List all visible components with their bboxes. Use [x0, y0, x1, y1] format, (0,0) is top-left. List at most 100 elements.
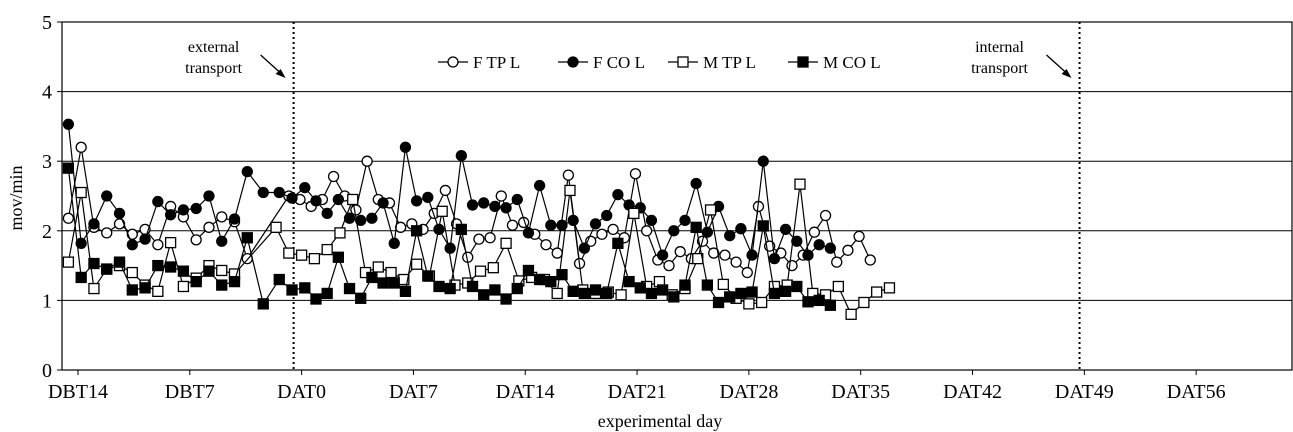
x-tick-label: DAT35	[831, 381, 890, 403]
data-point	[308, 252, 321, 265]
data-point	[75, 271, 87, 284]
data-point	[455, 149, 468, 162]
data-point	[864, 254, 876, 266]
x-tick-label: DAT49	[1055, 381, 1114, 403]
data-point	[679, 214, 691, 227]
y-axis-ticks: 0 1 2 3 4 5	[42, 12, 62, 382]
data-point	[241, 232, 253, 244]
data-point	[808, 226, 821, 238]
data-point	[724, 230, 736, 242]
data-point	[410, 225, 423, 237]
data-point	[556, 219, 568, 231]
data-point	[679, 279, 691, 291]
data-point	[216, 279, 228, 291]
data-point	[871, 286, 883, 298]
data-point	[567, 285, 579, 298]
data-point	[355, 214, 367, 227]
data-point	[853, 230, 865, 243]
data-point	[273, 273, 285, 286]
data-point	[596, 228, 608, 240]
data-point	[735, 287, 747, 300]
data-point	[746, 286, 758, 298]
data-point	[88, 282, 100, 295]
data-point	[589, 284, 602, 296]
data-point	[355, 292, 367, 304]
data-series	[62, 118, 896, 320]
data-point	[177, 204, 190, 216]
data-point	[126, 284, 138, 296]
data-point	[735, 223, 747, 235]
y-tick-label: 1	[42, 290, 52, 312]
legend-marker	[567, 56, 579, 68]
data-point	[628, 207, 640, 220]
data-point	[347, 193, 359, 206]
data-point	[791, 235, 803, 247]
data-point	[436, 205, 448, 217]
data-point	[62, 162, 75, 174]
data-point	[779, 223, 792, 236]
data-point	[474, 265, 487, 277]
data-point	[511, 193, 523, 206]
data-point	[321, 207, 333, 220]
data-point	[500, 293, 512, 305]
data-point	[717, 278, 729, 291]
y-tick-label: 3	[42, 151, 52, 173]
x-tick-label: DAT21	[608, 381, 667, 403]
data-point	[257, 298, 269, 310]
transport-lines	[292, 22, 1081, 370]
data-point	[152, 259, 164, 272]
data-point	[500, 237, 512, 249]
data-point	[824, 299, 837, 311]
data-point	[101, 227, 113, 239]
data-point	[270, 221, 282, 233]
x-tick-label: DAT56	[1167, 381, 1226, 403]
data-point	[640, 225, 653, 237]
annotation-label: transport	[185, 60, 242, 77]
data-point	[813, 239, 825, 251]
data-point	[858, 296, 870, 309]
annotation-label: internal	[975, 39, 1024, 56]
y-axis-label: mov/min	[6, 165, 26, 230]
data-point	[757, 220, 769, 232]
data-point	[310, 195, 322, 207]
data-point	[101, 190, 113, 202]
annotation-arrow	[260, 54, 283, 75]
legend-marker	[677, 56, 689, 68]
legend-marker	[797, 56, 809, 68]
data-point	[101, 263, 113, 275]
data-point	[478, 197, 490, 209]
data-point	[466, 280, 479, 293]
data-point	[410, 258, 423, 270]
data-point	[674, 246, 686, 258]
data-point	[62, 256, 75, 268]
data-point	[831, 256, 843, 268]
data-point	[819, 209, 832, 222]
data-point	[690, 221, 702, 233]
data-point	[708, 247, 720, 259]
data-point	[634, 282, 646, 294]
data-point	[190, 275, 202, 288]
series-4	[62, 162, 837, 311]
data-point	[623, 275, 635, 288]
data-point	[719, 249, 731, 261]
x-tick-label: DBT7	[165, 381, 215, 403]
data-point	[656, 249, 669, 261]
data-point	[361, 155, 373, 167]
legend-label: M TP L	[703, 53, 756, 72]
x-tick-label: DAT28	[719, 381, 778, 403]
data-point	[842, 244, 854, 256]
data-point	[273, 186, 285, 199]
data-point	[607, 223, 619, 236]
data-point	[768, 252, 781, 265]
data-point	[422, 191, 434, 204]
data-point	[813, 294, 825, 307]
data-point	[283, 247, 295, 259]
data-point	[75, 186, 87, 199]
legend-marker	[447, 56, 459, 68]
data-point	[241, 165, 253, 178]
annotation-label: transport	[971, 60, 1028, 77]
data-point	[88, 218, 100, 230]
data-point	[152, 285, 164, 298]
y-tick-label: 5	[42, 12, 52, 34]
data-point	[832, 280, 844, 293]
